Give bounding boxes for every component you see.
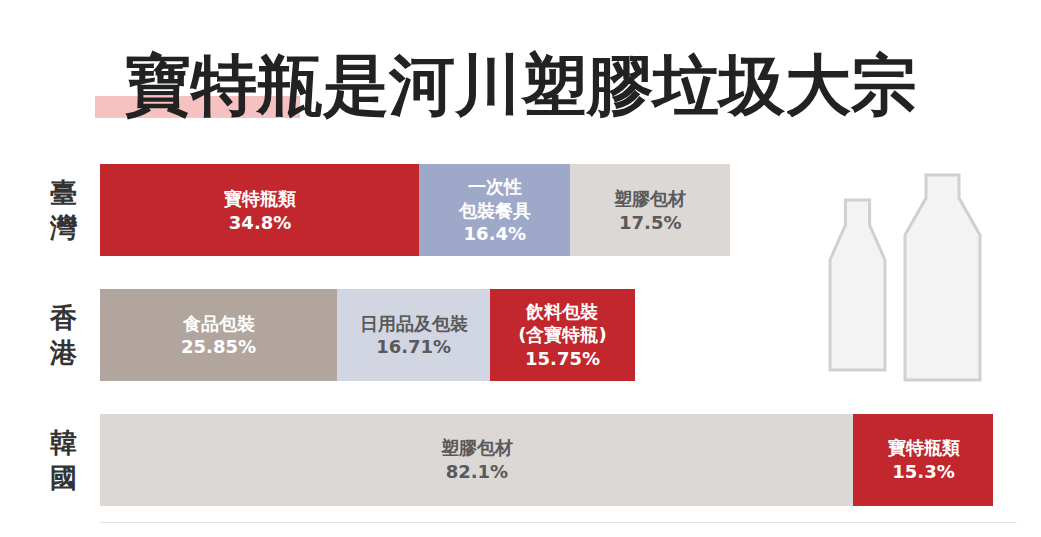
svg-text:韓國: 韓國 [50, 427, 77, 493]
svg-text:寶特瓶是河川塑膠垃圾大宗: 寶特瓶是河川塑膠垃圾大宗 [125, 47, 917, 124]
svg-text:食品包裝25.85%: 食品包裝25.85% [181, 313, 256, 357]
svg-text:臺灣: 臺灣 [49, 177, 78, 243]
svg-text:日用品及包裝16.71%: 日用品及包裝16.71% [360, 313, 468, 357]
svg-text:飲料包裝(含寶特瓶)15.75%: 飲料包裝(含寶特瓶)15.75% [518, 301, 606, 369]
svg-text:寶特瓶類34.8%: 寶特瓶類34.8% [223, 188, 296, 232]
svg-text:塑膠包材17.5%: 塑膠包材17.5% [613, 188, 686, 232]
svg-text:寶特瓶類15.3%: 寶特瓶類15.3% [887, 437, 960, 481]
svg-text:一次性包裝餐具16.4%: 一次性包裝餐具16.4% [458, 176, 531, 244]
svg-text:香港: 香港 [49, 302, 78, 368]
svg-text:塑膠包材82.1%: 塑膠包材82.1% [440, 437, 513, 481]
